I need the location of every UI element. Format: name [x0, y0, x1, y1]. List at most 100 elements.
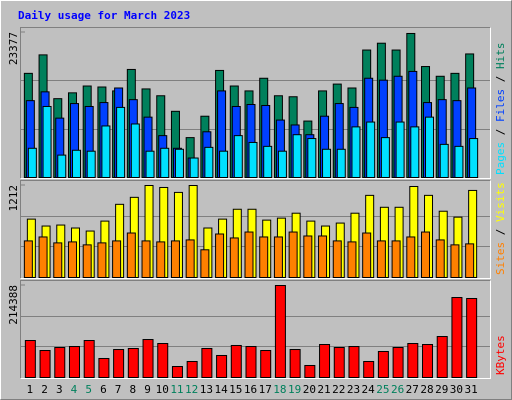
bar [377, 350, 389, 378]
legend-separator: / [494, 122, 507, 142]
bar [82, 244, 92, 279]
bar [160, 147, 170, 178]
x-tick-label: 4 [71, 383, 78, 396]
bar [348, 346, 360, 379]
bar [439, 143, 449, 178]
x-tick-label: 17 [259, 383, 272, 396]
x-tick-label: 16 [244, 383, 257, 396]
bar [351, 126, 361, 178]
bar [425, 116, 435, 178]
bar [376, 240, 386, 278]
bar [347, 241, 357, 278]
bar [292, 134, 302, 178]
bar [465, 243, 475, 279]
bar [406, 236, 416, 278]
bar [450, 244, 460, 279]
legend: Pages / Files / Hits [494, 43, 507, 176]
bar [229, 237, 239, 279]
y-tick-label: 1212 [7, 185, 20, 212]
bar [422, 344, 434, 379]
x-tick-label: 6 [100, 383, 107, 396]
bar [336, 148, 346, 178]
bar [39, 350, 51, 378]
bar [54, 347, 66, 378]
bar [53, 242, 63, 278]
x-tick-label: 22 [332, 383, 345, 396]
legend-separator: / [494, 222, 507, 242]
x-tick-label: 28 [420, 383, 433, 396]
bar [189, 157, 199, 178]
legend-entry: Hits [494, 43, 507, 70]
bar [391, 240, 401, 278]
x-tick-label: 11 [170, 383, 183, 396]
bar [215, 233, 225, 278]
x-tick-label: 20 [303, 383, 316, 396]
x-tick-label: 8 [130, 383, 137, 396]
bar [410, 126, 420, 178]
bar [101, 125, 111, 179]
x-tick-label: 24 [362, 383, 376, 396]
bar [200, 249, 210, 279]
panel-border [20, 27, 491, 179]
bar [244, 231, 254, 279]
bar [230, 344, 242, 378]
bar [260, 350, 272, 378]
bar [469, 138, 479, 178]
bar [466, 297, 478, 378]
bar [233, 135, 243, 179]
bar [156, 241, 166, 278]
bar [42, 105, 52, 178]
bar [23, 240, 33, 278]
y-tick-label: 23377 [7, 32, 20, 65]
x-tick-label: 9 [144, 383, 151, 396]
legend-entry: Sites [494, 242, 507, 275]
legend-entry: Files [494, 89, 507, 122]
bar [436, 336, 448, 378]
bar [130, 123, 140, 179]
legend-entry: Visits [494, 182, 507, 222]
bar [57, 154, 67, 179]
bar [67, 241, 77, 278]
x-tick-label: 1 [27, 383, 34, 396]
panel-border [20, 280, 491, 379]
x-tick-label: 18 [273, 383, 286, 396]
bar [83, 340, 95, 378]
x-tick-label: 12 [185, 383, 198, 396]
bar [318, 235, 328, 278]
bar [97, 242, 107, 278]
bar [174, 148, 184, 178]
bar [127, 347, 139, 378]
x-tick-label: 5 [85, 383, 92, 396]
bar [142, 339, 154, 378]
bar [98, 357, 110, 378]
bar [126, 232, 136, 279]
bar [288, 231, 298, 279]
bar [185, 239, 195, 278]
bar [204, 146, 214, 178]
bar [322, 148, 332, 178]
bar [366, 121, 376, 178]
bar [170, 240, 180, 278]
bar [24, 340, 36, 378]
y-tick-label: 214388 [7, 285, 20, 325]
bar [274, 285, 286, 378]
x-tick-label: 15 [229, 383, 242, 396]
bar [273, 236, 283, 278]
bar [216, 354, 228, 379]
panel-border [20, 280, 491, 379]
bar [116, 106, 126, 178]
bar [421, 231, 431, 279]
panel-border [20, 27, 491, 179]
x-tick-label: 27 [406, 383, 419, 396]
x-tick-label: 21 [317, 383, 330, 396]
x-tick-label: 30 [450, 383, 463, 396]
x-tick-label: 2 [41, 383, 48, 396]
bar [86, 150, 96, 179]
panel-border [20, 180, 491, 279]
bar [171, 366, 183, 379]
x-tick-label: 23 [347, 383, 360, 396]
x-tick-label: 13 [200, 383, 213, 396]
bar [333, 347, 345, 378]
bar [145, 150, 155, 179]
